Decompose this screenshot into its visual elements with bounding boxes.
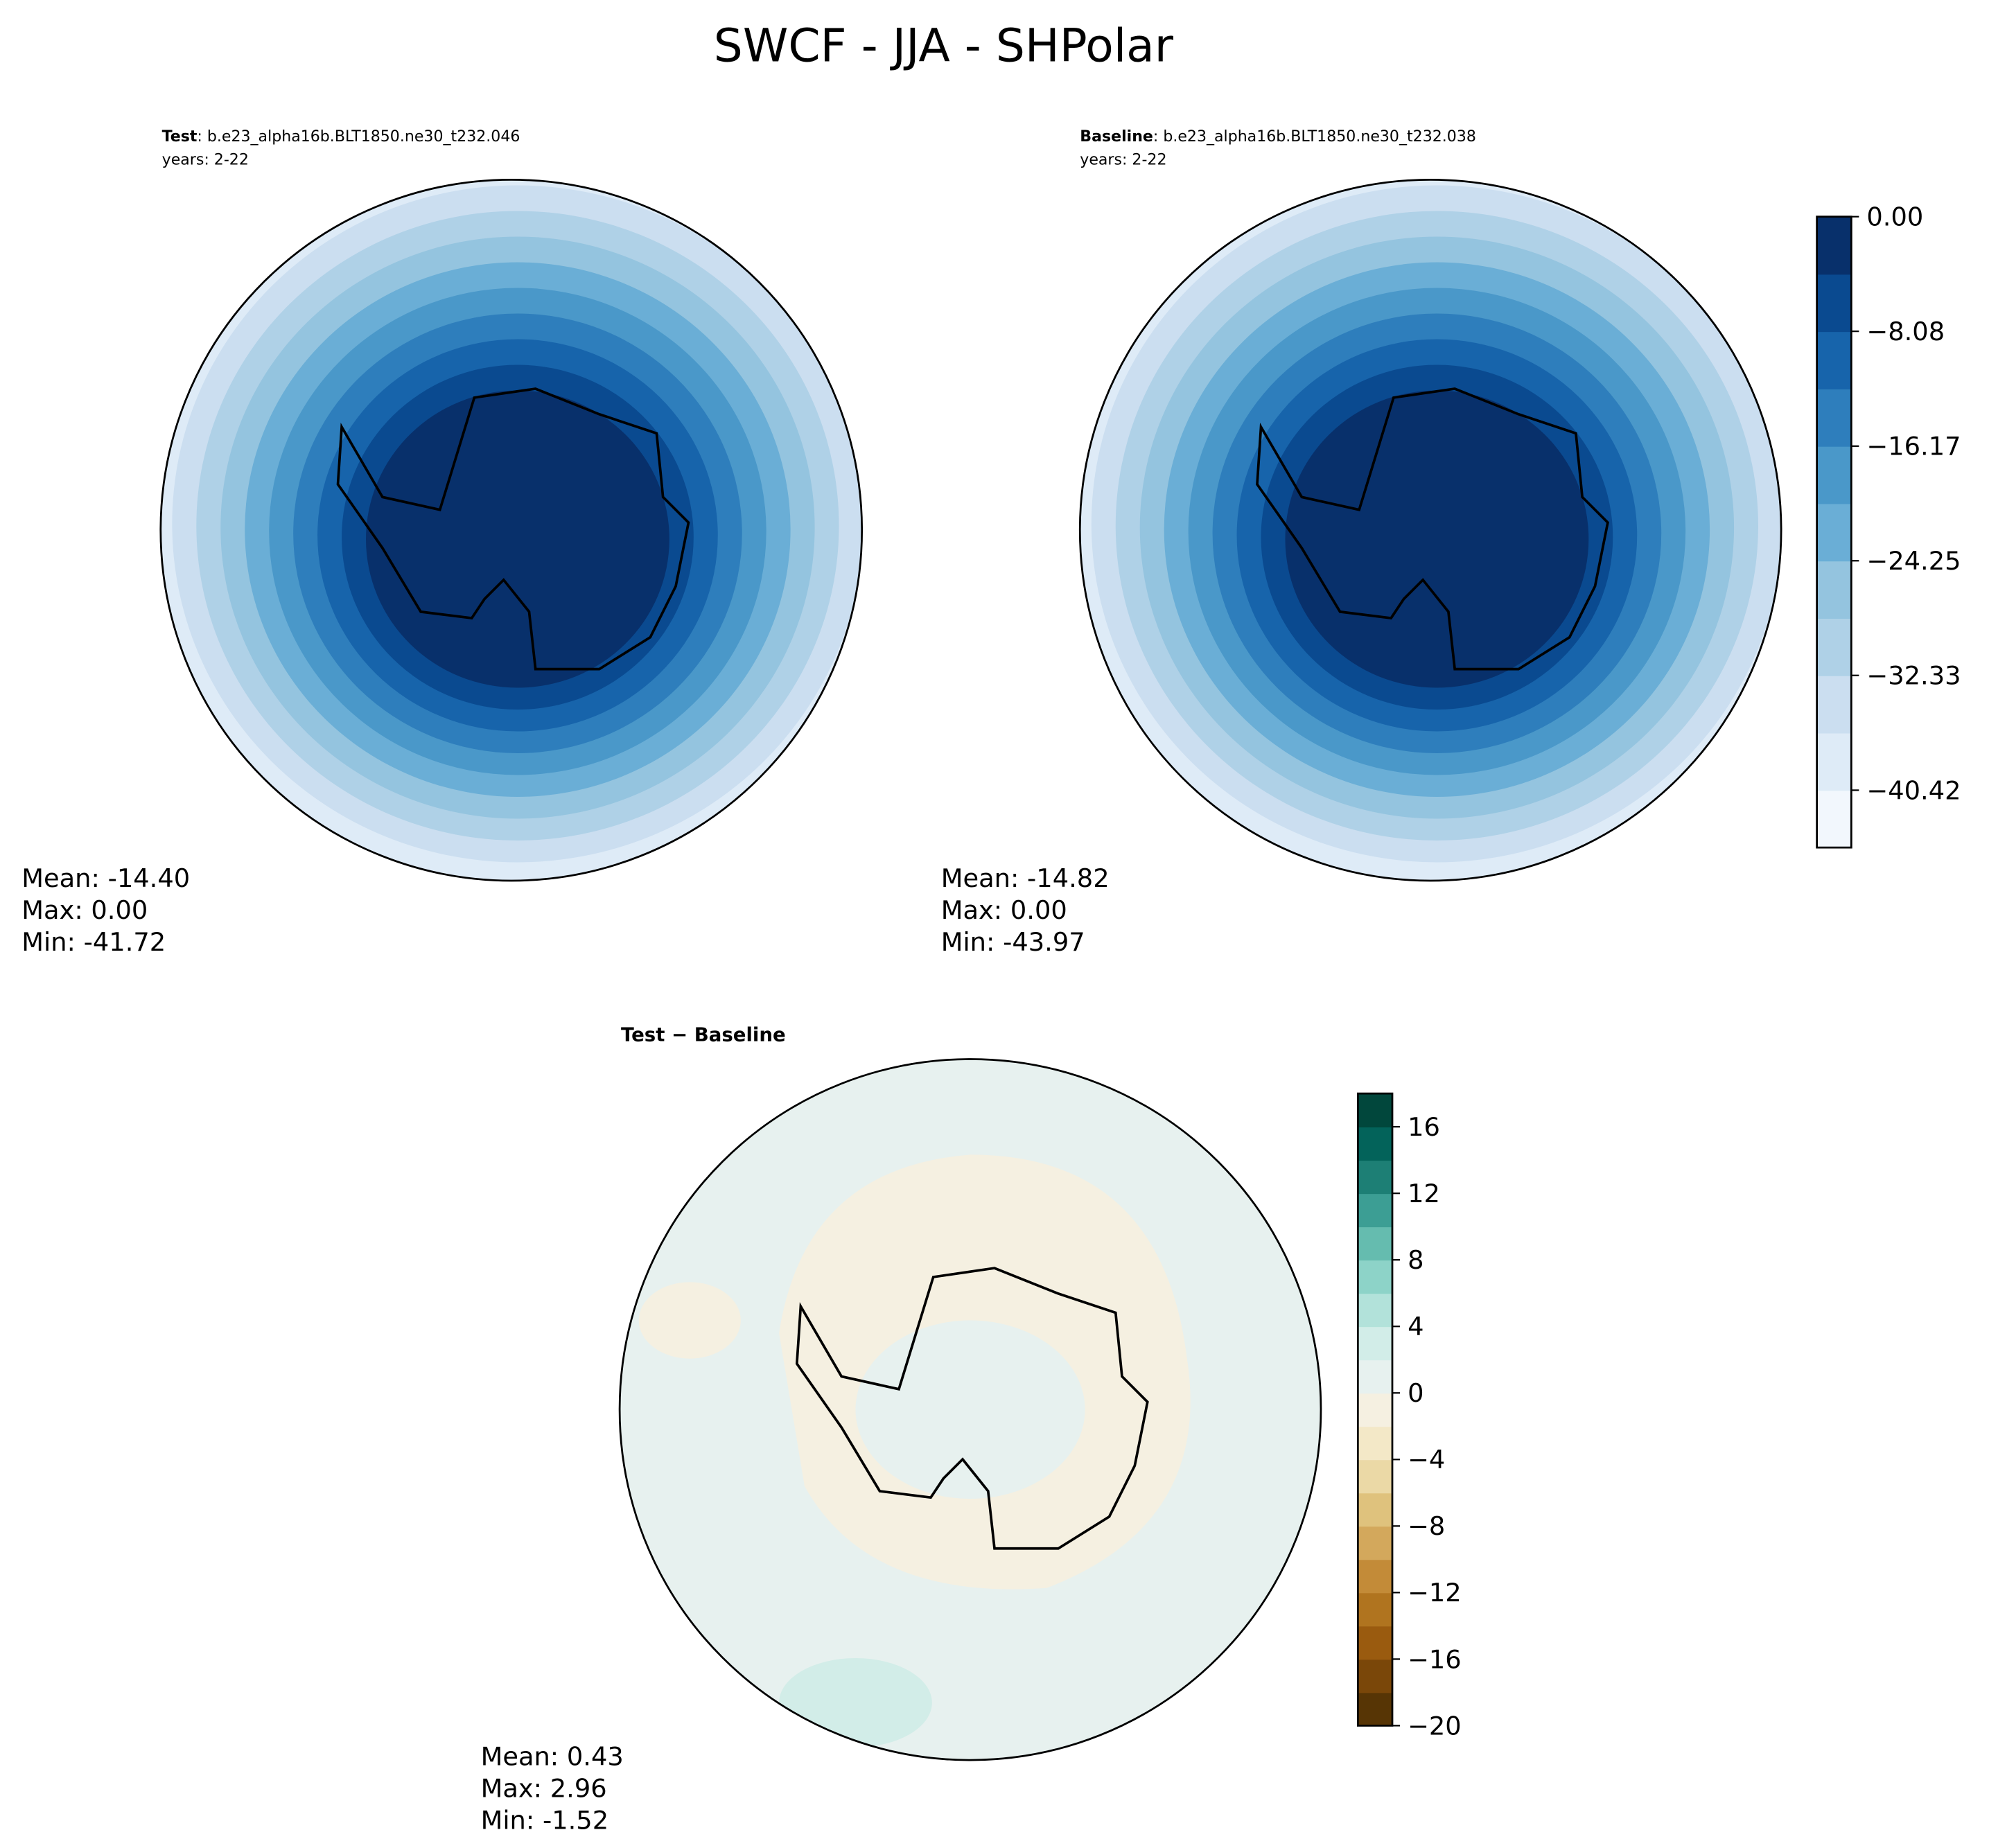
colorbar-frame: [1356, 1092, 1394, 1727]
coastline: [1256, 387, 1609, 671]
panel-title-text: : b.e23_alpha16b.BLT1850.ne30_t232.046: [197, 128, 520, 146]
colorbar-tick-label: 16: [1408, 1112, 1440, 1142]
colorbar-band: [1816, 732, 1852, 791]
colorbar-tick-label: −32.33: [1866, 661, 1961, 691]
colorbar-band: [1358, 1226, 1392, 1261]
stat-line: Min: -41.72: [21, 927, 166, 957]
colorbar-band: [1358, 1093, 1392, 1128]
colorbar-band: [1358, 1659, 1392, 1693]
colorbar-band: [1816, 216, 1852, 275]
colorbar-tick-label: −40.42: [1866, 775, 1961, 805]
colorbar-band: [1816, 618, 1852, 676]
colorbar-tick-label: 4: [1408, 1312, 1423, 1341]
colorbar-tick-label: −8: [1408, 1511, 1445, 1541]
stat-line: Max: 0.00: [941, 895, 1067, 925]
colorbar-band: [1816, 790, 1852, 849]
colorbar-tick-label: −12: [1408, 1578, 1462, 1608]
panel-title-text: : b.e23_alpha16b.BLT1850.ne30_t232.038: [1153, 128, 1476, 146]
colorbar-band: [1816, 675, 1852, 734]
colorbar-tick-label: 12: [1408, 1179, 1440, 1208]
contour-band: [1285, 390, 1589, 688]
colorbar-tick-label: 0.00: [1866, 202, 1923, 232]
stat-line: Min: -43.97: [941, 927, 1085, 957]
stat-line: Min: -1.52: [481, 1805, 609, 1835]
colorbar-tick-label: −24.25: [1866, 546, 1961, 576]
colorbar-band: [1358, 1559, 1392, 1594]
panel-title: Test − Baseline: [621, 1023, 786, 1046]
map: [620, 1059, 1321, 1761]
figure-title: SWCF - JJA - SHPolar: [714, 19, 1174, 72]
colorbar-band: [1816, 331, 1852, 389]
colorbar-band: [1816, 503, 1852, 562]
contour-band: [779, 1657, 932, 1748]
colorbar-band: [1358, 1459, 1392, 1494]
contour-band: [855, 1320, 1085, 1499]
stat-line: Max: 2.96: [481, 1773, 607, 1803]
colorbar-frame: [1816, 215, 1852, 849]
panel-years: years: 2-22: [1080, 151, 1166, 168]
colorbar-tick-label: −16: [1408, 1644, 1462, 1674]
colorbar-band: [1816, 388, 1852, 447]
colorbar-tick-label: 8: [1408, 1245, 1423, 1275]
colorbar-band: [1358, 1326, 1392, 1361]
colorbar-tick-label: −4: [1408, 1445, 1445, 1475]
map-border: [159, 178, 864, 882]
colorbar-band: [1358, 1493, 1392, 1527]
colorbar-band: [1816, 274, 1852, 333]
coastline: [336, 387, 690, 671]
colorbar-tick-label: 0: [1408, 1378, 1423, 1408]
colorbar-band: [1358, 1127, 1392, 1161]
colorbar-tick-label: −20: [1408, 1711, 1462, 1741]
colorbar-band: [1358, 1526, 1392, 1560]
stat-line: Mean: 0.43: [481, 1741, 624, 1771]
panel-title-bold: Baseline: [1080, 128, 1153, 146]
map-border: [618, 1058, 1322, 1761]
panel-years: years: 2-22: [162, 151, 249, 168]
colorbar-band: [1358, 1193, 1392, 1228]
panel-title: Test: b.e23_alpha16b.BLT1850.ne30_t232.0…: [162, 128, 520, 146]
coastline: [795, 1267, 1149, 1550]
panel-title: Baseline: b.e23_alpha16b.BLT1850.ne30_t2…: [1080, 128, 1476, 146]
stat-line: Mean: -14.40: [21, 863, 190, 893]
colorbar-band: [1816, 561, 1852, 619]
colorbar-band: [1358, 1692, 1392, 1727]
colorbar-band: [1358, 1426, 1392, 1461]
colorbar-band: [1358, 1359, 1392, 1394]
colorbar-band: [1816, 446, 1852, 504]
colorbar-band: [1358, 1592, 1392, 1627]
contour-band: [366, 390, 669, 688]
colorbar-band: [1358, 1160, 1392, 1195]
colorbar-band: [1358, 1393, 1392, 1427]
colorbar-band: [1358, 1260, 1392, 1294]
stat-line: Max: 0.00: [21, 895, 148, 925]
colorbar-tick-label: −8.08: [1866, 317, 1945, 346]
map: [160, 179, 862, 881]
colorbar-tick-label: −16.17: [1866, 432, 1961, 461]
map-border: [1078, 178, 1782, 882]
contour-band: [638, 1282, 741, 1359]
panel-title-bold: Test: [162, 128, 198, 146]
map: [1080, 179, 1782, 881]
stat-line: Mean: -14.82: [941, 863, 1110, 893]
colorbar-band: [1358, 1293, 1392, 1328]
colorbar-band: [1358, 1626, 1392, 1660]
